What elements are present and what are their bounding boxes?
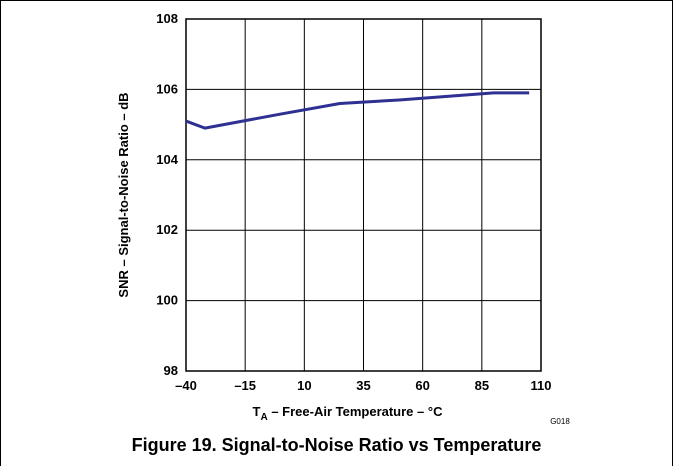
y-tick-label: 100: [156, 293, 178, 308]
frame-left-border: [0, 0, 1, 466]
frame-top-border: [0, 0, 673, 1]
x-tick-label: –15: [234, 378, 256, 393]
figure-code: G018: [550, 417, 570, 426]
x-axis-title: TA – Free-Air Temperature – °C: [253, 404, 444, 423]
figure-caption: Figure 19. Signal-to-Noise Ratio vs Temp…: [131, 435, 542, 455]
x-axis-title-subscript: A: [260, 412, 267, 423]
snr-vs-temperature-chart: –40 –15 10 35 60 85 110 98 100 102 104 106 108 SNR –…: [116, 11, 570, 426]
snr-series-line: [185, 91, 530, 130]
grid: [186, 19, 541, 371]
x-tick-label: 85: [475, 378, 489, 393]
y-tick-label: 106: [156, 81, 178, 96]
x-tick-label: 35: [356, 378, 370, 393]
x-axis-title-text: – Free-Air Temperature – °C: [268, 404, 443, 419]
y-tick-label: 108: [156, 11, 178, 26]
x-tick-label: 10: [297, 378, 311, 393]
y-tick-label: 102: [156, 222, 178, 237]
series-layer: [185, 91, 530, 130]
tick-labels: –40 –15 10 35 60 85 110 98 100 102 104 106 108: [156, 11, 551, 393]
y-tick-label: 104: [156, 152, 178, 167]
plot-area: [185, 18, 542, 372]
x-tick-label: 60: [415, 378, 429, 393]
y-axis-title: SNR – Signal-to-Noise Ratio – dB: [116, 92, 131, 297]
x-axis-title-symbol: T: [253, 404, 261, 419]
y-tick-label: 98: [164, 363, 178, 378]
x-tick-label: 110: [531, 378, 552, 393]
x-tick-label: –40: [175, 378, 197, 393]
